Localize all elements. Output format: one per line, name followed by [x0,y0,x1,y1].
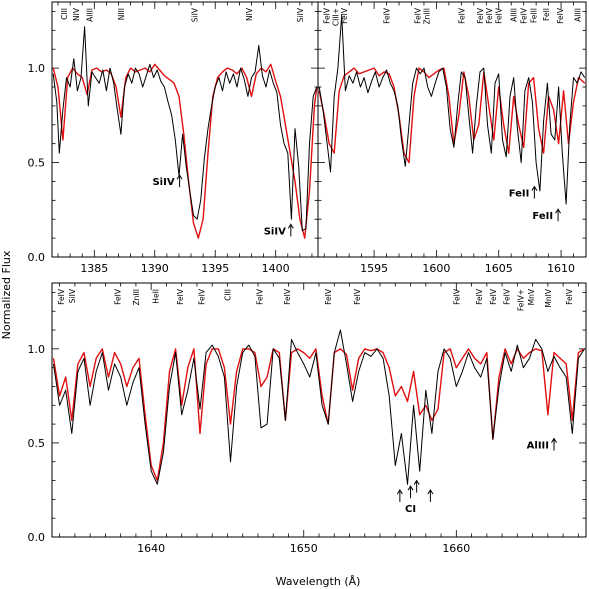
line-id-label: FeIV [383,7,392,24]
line-id-label: MnV [527,288,536,305]
line-id-label: FeIV [457,7,466,24]
line-id-label: FeIV [323,7,332,24]
line-id-label: MnIV [544,288,553,307]
plot-frame [51,1,319,258]
annotation-label: AlIII [527,441,549,452]
line-id-label: SiIV [191,7,200,22]
annotation-arrowhead [413,479,420,485]
annotation-arrowhead [531,185,538,191]
line-id-label: FeIV [283,288,292,305]
line-id-label: NIV [72,7,81,21]
model-spectrum-line [52,63,318,239]
line-id-label: AlIII [573,8,582,22]
y-tick-label: 0.0 [28,251,46,264]
line-id-label: FeIV [198,288,207,305]
x-tick-label: 1640 [137,542,165,555]
annotation-arrowhead [555,208,561,214]
line-id-label: SiIV [68,288,77,303]
y-tick-label: 0.5 [28,437,46,450]
annotation-label: SiIV [152,177,174,188]
annotation-arrowhead [396,489,403,495]
x-tick-label: 1610 [547,262,575,275]
line-id-label: FeIV [503,288,512,305]
line-id-label: FeIV [475,288,484,305]
line-id-label: FeIV [565,288,574,305]
line-id-label: ZnIII [132,289,141,306]
line-id-label: FeIV [340,7,349,24]
line-id-label: FeIV [556,7,565,24]
model-spectrum-line [52,348,585,482]
annotation-label: CI [405,504,416,515]
y-tick-label: 0.0 [28,531,46,544]
plot-frame [317,1,587,258]
annotation-arrowhead [551,437,557,443]
y-axis-label: Normalized Flux [0,250,13,339]
line-id-label: FeIV [414,7,423,24]
annotation-label: SiIV [264,226,286,237]
line-id-label: HeII [152,289,161,304]
annotation-arrowhead [427,489,434,495]
x-tick-label: 1390 [141,262,169,275]
line-id-label: FeIV [114,288,123,305]
observed-spectrum-line [52,26,318,232]
line-id-label: CIII [60,8,69,20]
annotation-label: FeII [509,189,530,200]
line-id-label: AlIII [86,8,95,22]
line-id-label: CIII [224,289,233,301]
y-tick-label: 0.5 [28,157,46,170]
y-tick-label: 1.0 [28,62,46,75]
line-id-label: FeIV [520,7,529,24]
line-id-label: ZnIII [422,8,431,25]
line-id-label: FeIV [489,288,498,305]
x-tick-label: 1650 [290,542,318,555]
line-id-label: FeIV [176,288,185,305]
line-id-label: FeIV [495,7,504,24]
line-id-label: FeIV+ [516,289,525,311]
annotation-arrowhead [287,223,294,229]
x-axis-label: Wavelength (Å) [276,575,361,588]
line-id-label: FeIV [485,7,494,24]
x-tick-label: 1595 [360,262,388,275]
x-tick-label: 1605 [485,262,513,275]
observed-spectrum-line [53,329,585,485]
x-tick-label: 1400 [262,262,290,275]
line-id-label: AlIII [510,8,519,22]
x-tick-label: 1395 [201,262,229,275]
y-tick-label: 1.0 [28,343,46,356]
x-tick-label: 1385 [80,262,108,275]
line-id-label: FeIV [324,288,333,305]
line-id-label: FeIV [476,7,485,24]
line-id-label: FeII [542,8,551,21]
line-id-label: FeIV [452,288,461,305]
x-tick-label: 1600 [422,262,450,275]
annotation-label: FeII [532,211,553,222]
line-id-label: FeIV [256,288,265,305]
line-id-label: SiIV [296,7,305,22]
annotation-arrowhead [407,485,414,491]
line-id-label: NIV [245,7,254,21]
annotation-arrowhead [176,174,183,180]
x-tick-label: 1660 [442,542,470,555]
line-id-label: NIII [117,8,126,20]
line-id-label: FeIII [530,8,539,23]
line-id-label: FeIV [353,288,362,305]
observed-spectrum-line [318,14,586,205]
model-spectrum-line [318,67,586,164]
line-id-label: CIII+ [332,8,341,26]
line-id-label: FeIV [57,288,66,305]
plot-frame [51,282,587,538]
